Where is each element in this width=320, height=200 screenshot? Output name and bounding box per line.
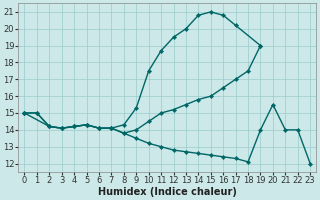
X-axis label: Humidex (Indice chaleur): Humidex (Indice chaleur) — [98, 187, 237, 197]
